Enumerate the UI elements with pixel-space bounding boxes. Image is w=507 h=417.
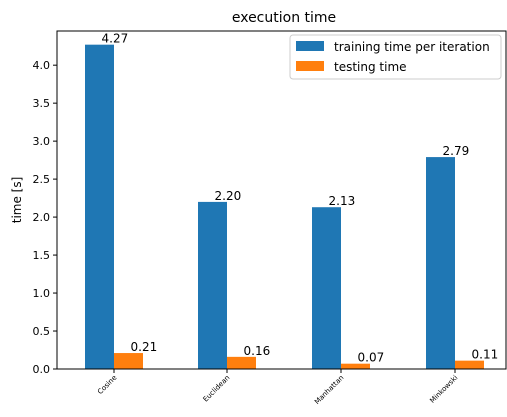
bar-value-label: 2.13 [329,194,356,208]
legend-swatch [296,41,324,51]
bar-training-manhattan [312,207,341,369]
bar-training-cosine [85,44,114,370]
y-tick-label: 2.0 [33,211,51,224]
y-tick-label: 2.5 [33,173,51,186]
bar-value-label: 2.79 [443,144,470,158]
legend-label: training time per iteration [334,40,490,54]
y-axis-ticks: 0.0 0.5 1.0 1.5 2.0 2.5 3.0 3.5 4.0 [33,59,57,376]
bar-value-label: 0.07 [358,351,385,365]
y-tick-label: 0.0 [33,363,51,376]
legend: training time per iteration testing time [289,34,502,80]
bar-testing-cosine [114,353,143,369]
y-tick-label: 1.0 [33,287,51,300]
bar-value-label: 0.21 [131,340,158,354]
bar-training-euclidean [198,201,227,369]
y-tick-label: 3.5 [33,97,51,110]
bar-training-minkowski [426,157,455,369]
y-tick-label: 3.0 [33,135,51,148]
y-tick-label: 0.5 [33,325,51,338]
bar-value-label: 0.11 [472,348,499,362]
x-tick-label: Minkowski [428,374,459,405]
bar-value-label: 2.20 [215,189,242,203]
bar-testing-euclidean [227,356,256,369]
legend-swatch [296,61,324,71]
bars [85,44,484,370]
bar-testing-minkowski [455,360,484,369]
bar-value-label: 0.16 [244,344,271,358]
plot-frame [56,30,507,370]
bar-testing-manhattan [341,363,370,369]
x-tick-label: Cosine [96,374,118,396]
y-tick-label: 4.0 [33,59,51,72]
chart-title: execution time [232,10,336,26]
bar-value-labels: 4.27 0.21 2.20 0.16 2.13 0.07 2.79 0.11 [102,32,499,365]
y-axis-label: time [s] [10,177,24,224]
y-tick-label: 1.5 [33,249,51,262]
x-axis-ticks: Cosine Euclidean Manhattan Minkowski [96,369,459,406]
legend-box [289,34,502,80]
x-tick-label: Euclidean [202,374,232,404]
x-tick-label: Manhattan [313,374,345,406]
bar-value-label: 4.27 [102,32,129,46]
legend-label: testing time [334,60,407,74]
